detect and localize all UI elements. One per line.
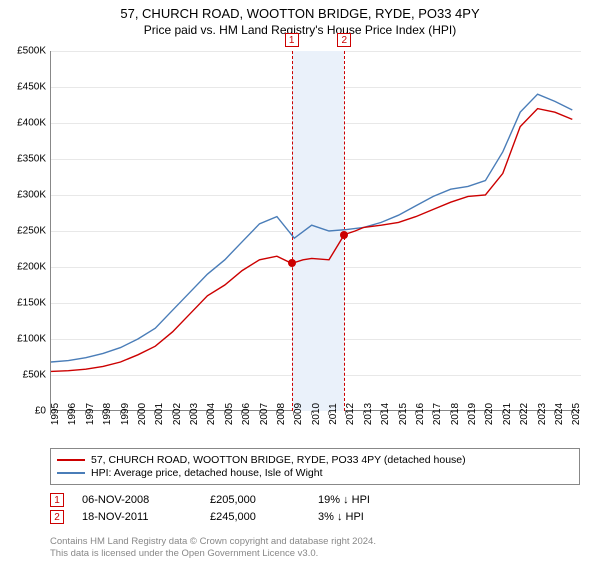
x-axis-label: 2010 <box>311 403 322 425</box>
sale-marker-badge: 1 <box>285 33 299 47</box>
x-axis-label: 2018 <box>450 403 461 425</box>
x-axis-label: 2021 <box>502 403 513 425</box>
x-axis-label: 2003 <box>189 403 200 425</box>
footer-line1: Contains HM Land Registry data © Crown c… <box>50 536 580 548</box>
chart-container: 57, CHURCH ROAD, WOOTTON BRIDGE, RYDE, P… <box>0 6 600 566</box>
x-axis-label: 2001 <box>154 403 165 425</box>
legend-label: 57, CHURCH ROAD, WOOTTON BRIDGE, RYDE, P… <box>91 454 466 466</box>
legend-swatch <box>57 472 85 474</box>
x-axis-label: 1996 <box>67 403 78 425</box>
chart-area: 12 £0£50K£100K£150K£200K£250K£300K£350K£… <box>50 51 580 411</box>
event-row: 2 18-NOV-2011 £245,000 3% ↓ HPI <box>50 510 580 524</box>
line-series <box>51 51 581 411</box>
event-price: £245,000 <box>210 511 300 523</box>
event-marker-badge: 2 <box>50 510 64 524</box>
x-axis-label: 2011 <box>328 403 339 425</box>
x-axis-label: 2008 <box>276 403 287 425</box>
y-axis-label: £50K <box>2 370 46 381</box>
x-axis-label: 2023 <box>537 403 548 425</box>
sale-point-dot <box>288 259 296 267</box>
event-price: £205,000 <box>210 494 300 506</box>
y-axis-label: £350K <box>2 154 46 165</box>
x-axis-label: 2022 <box>519 403 530 425</box>
x-axis-label: 2015 <box>398 403 409 425</box>
legend-label: HPI: Average price, detached house, Isle… <box>91 467 323 479</box>
x-axis-label: 2025 <box>571 403 582 425</box>
plot: 12 <box>50 51 580 411</box>
y-axis-label: £0 <box>2 406 46 417</box>
sale-point-dot <box>340 231 348 239</box>
legend-swatch <box>57 459 85 461</box>
x-axis-label: 2014 <box>380 403 391 425</box>
x-axis-label: 2009 <box>293 403 304 425</box>
x-axis-label: 1995 <box>50 403 61 425</box>
x-axis-label: 1999 <box>120 403 131 425</box>
legend: 57, CHURCH ROAD, WOOTTON BRIDGE, RYDE, P… <box>50 448 580 485</box>
chart-title: 57, CHURCH ROAD, WOOTTON BRIDGE, RYDE, P… <box>0 6 600 21</box>
x-axis-label: 2019 <box>467 403 478 425</box>
y-axis-label: £500K <box>2 46 46 57</box>
x-axis-label: 2016 <box>415 403 426 425</box>
legend-item: 57, CHURCH ROAD, WOOTTON BRIDGE, RYDE, P… <box>57 454 573 466</box>
event-row: 1 06-NOV-2008 £205,000 19% ↓ HPI <box>50 493 580 507</box>
y-axis-label: £100K <box>2 334 46 345</box>
event-diff: 19% ↓ HPI <box>318 494 418 506</box>
chart-subtitle: Price paid vs. HM Land Registry's House … <box>0 23 600 37</box>
legend-item: HPI: Average price, detached house, Isle… <box>57 467 573 479</box>
footer: Contains HM Land Registry data © Crown c… <box>50 536 580 560</box>
event-marker-badge: 1 <box>50 493 64 507</box>
x-axis-label: 2005 <box>224 403 235 425</box>
x-axis-label: 2000 <box>137 403 148 425</box>
event-diff: 3% ↓ HPI <box>318 511 418 523</box>
x-axis-label: 2017 <box>432 403 443 425</box>
x-axis-label: 2002 <box>172 403 183 425</box>
x-axis-label: 1997 <box>85 403 96 425</box>
x-axis-label: 2004 <box>206 403 217 425</box>
sale-marker-badge: 2 <box>337 33 351 47</box>
y-axis-label: £150K <box>2 298 46 309</box>
y-axis-label: £450K <box>2 82 46 93</box>
x-axis-label: 2024 <box>554 403 565 425</box>
x-axis-label: 2020 <box>484 403 495 425</box>
event-date: 06-NOV-2008 <box>82 494 192 506</box>
x-axis-label: 2012 <box>345 403 356 425</box>
x-axis-label: 1998 <box>102 403 113 425</box>
footer-line2: This data is licensed under the Open Gov… <box>50 548 580 560</box>
x-axis-label: 2006 <box>241 403 252 425</box>
event-date: 18-NOV-2011 <box>82 511 192 523</box>
y-axis-label: £400K <box>2 118 46 129</box>
events-table: 1 06-NOV-2008 £205,000 19% ↓ HPI 2 18-NOV-201… <box>50 490 580 527</box>
y-axis-label: £200K <box>2 262 46 273</box>
x-axis-label: 2013 <box>363 403 374 425</box>
x-axis-label: 2007 <box>259 403 270 425</box>
y-axis-label: £300K <box>2 190 46 201</box>
y-axis-label: £250K <box>2 226 46 237</box>
